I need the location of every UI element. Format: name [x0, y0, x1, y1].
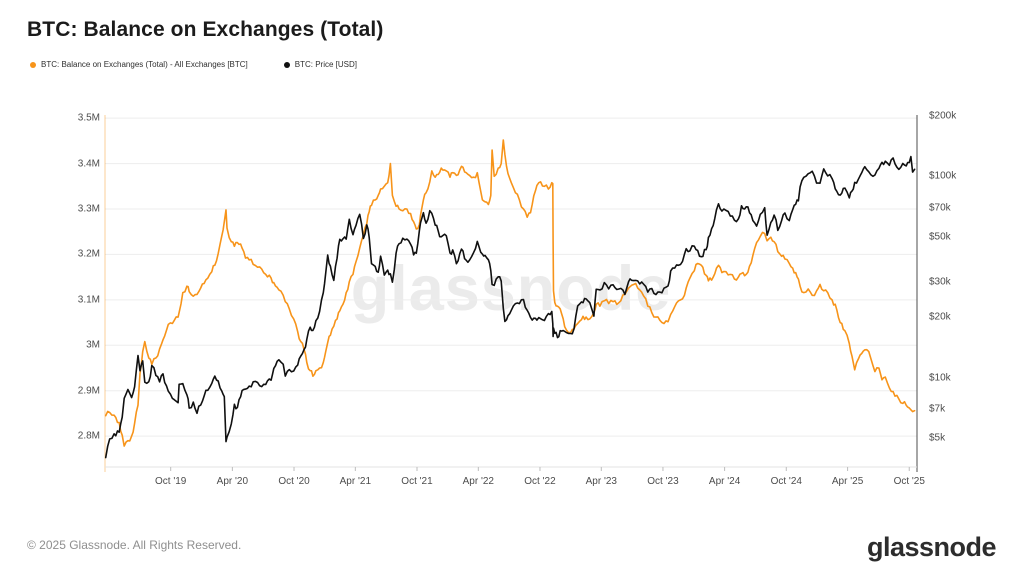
- y-left-tick-label: 3.5M: [77, 112, 100, 124]
- legend: BTC: Balance on Exchanges (Total) - All …: [30, 60, 357, 69]
- x-tick-label: Oct '25: [893, 476, 925, 487]
- y-right-tick-label: $70k: [929, 202, 951, 214]
- brand-wordmark: glassnode: [866, 532, 997, 562]
- y-left-tick-label: 2.9M: [77, 385, 100, 397]
- legend-item-price[interactable]: BTC: Price [USD]: [283, 60, 357, 69]
- y-left-tick-label: 3.4M: [77, 158, 100, 170]
- copyright-text: © 2025 Glassnode. All Rights Reserved.: [27, 538, 242, 552]
- x-tick-label: Oct '22: [524, 476, 556, 487]
- x-tick-label: Apr '22: [462, 476, 494, 487]
- x-tick-label: Apr '24: [708, 476, 741, 487]
- y-right-tick-label: $5k: [929, 432, 946, 444]
- x-tick-label: Apr '23: [585, 476, 617, 487]
- x-tick-label: Oct '20: [278, 476, 310, 487]
- balance-series-dot-icon: [30, 61, 36, 68]
- y-right-tick-label: $200k: [929, 110, 957, 122]
- y-left-tick-label: 3.2M: [77, 248, 100, 260]
- x-tick-label: Apr '20: [216, 476, 249, 487]
- y-left-tick-label: 2.8M: [77, 430, 100, 442]
- x-tick-label: Oct '23: [647, 476, 679, 487]
- y-left-tick-label: 3.3M: [77, 203, 100, 215]
- x-tick-label: Apr '21: [339, 476, 372, 487]
- y-left-tick-label: 3.1M: [77, 294, 100, 306]
- legend-item-balance[interactable]: BTC: Balance on Exchanges (Total) - All …: [30, 60, 248, 69]
- x-tick-label: Oct '19: [155, 476, 187, 487]
- price-series-line: [104, 155, 916, 459]
- y-right-tick-label: $50k: [929, 231, 951, 243]
- x-tick-label: Apr '25: [831, 476, 864, 487]
- legend-label-balance: BTC: Balance on Exchanges (Total) - All …: [41, 60, 248, 69]
- page-title: BTC: Balance on Exchanges (Total): [27, 18, 384, 41]
- y-right-tick-label: $20k: [929, 311, 951, 323]
- balance-series-line: [104, 139, 916, 447]
- y-left-tick-label: 3M: [86, 339, 100, 351]
- price-series-dot-icon: [283, 61, 290, 68]
- x-tick-label: Oct '24: [770, 476, 802, 487]
- legend-label-price: BTC: Price [USD]: [294, 60, 357, 69]
- y-right-tick-label: $100k: [929, 170, 957, 182]
- y-right-tick-label: $10k: [929, 372, 951, 384]
- x-tick-label: Oct '21: [401, 476, 433, 487]
- y-right-tick-label: $30k: [929, 276, 951, 288]
- y-right-tick-label: $7k: [929, 403, 946, 415]
